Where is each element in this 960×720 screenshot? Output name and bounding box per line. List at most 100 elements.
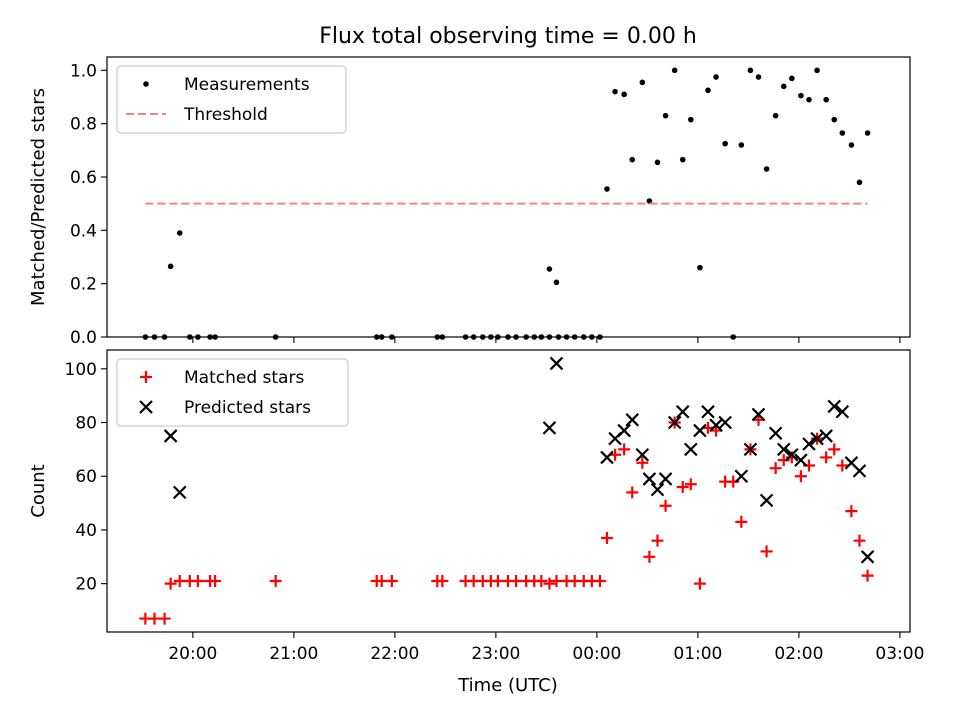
y-axis-label: Count — [28, 464, 49, 517]
y-tick-label: 0.0 — [70, 328, 97, 348]
data-point — [697, 264, 703, 271]
data-point — [860, 550, 875, 564]
data-point — [593, 574, 606, 587]
data-point — [675, 404, 690, 419]
data-point — [163, 429, 178, 443]
plot-area — [139, 356, 875, 625]
data-point — [836, 459, 849, 472]
x-tick-label: 00:00 — [572, 644, 621, 664]
data-point — [763, 166, 770, 172]
data-point — [852, 464, 867, 478]
data-point — [148, 612, 161, 625]
data-point — [776, 442, 791, 457]
bottom-panel: 20 40 60 80 100 20:00 21:00 22:00 23:00 00:00 01:0… — [28, 349, 924, 664]
data-point — [546, 334, 553, 340]
data-point — [827, 399, 842, 414]
data-point — [629, 156, 636, 163]
data-point — [535, 574, 548, 587]
data-point — [823, 96, 829, 103]
data-point — [597, 334, 603, 340]
y-tick-label: 0.8 — [70, 115, 97, 135]
data-point — [853, 534, 866, 547]
data-point — [785, 447, 799, 462]
data-point — [549, 356, 564, 371]
data-point — [722, 140, 728, 147]
legend-box — [116, 358, 349, 427]
data-point — [831, 116, 838, 123]
data-point — [523, 334, 529, 340]
data-point — [142, 334, 149, 340]
data-point — [654, 159, 661, 166]
data-point — [555, 334, 562, 340]
x-tick-label: 23:00 — [471, 644, 520, 664]
legend-swatch — [140, 371, 152, 383]
data-point — [510, 574, 523, 587]
series-matched-stars — [139, 413, 874, 625]
x-tick-label: 22:00 — [370, 644, 419, 664]
data-point — [802, 437, 816, 451]
data-point — [709, 418, 723, 432]
x-tick-label: 01:00 — [673, 644, 722, 664]
data-point — [864, 130, 871, 136]
data-point — [207, 334, 213, 340]
data-point — [625, 413, 640, 427]
data-point — [626, 486, 639, 499]
data-point — [835, 404, 850, 419]
data-point — [693, 423, 707, 438]
data-point — [646, 198, 653, 204]
data-point — [828, 443, 841, 456]
data-point — [373, 334, 380, 340]
data-point — [734, 469, 749, 484]
data-point — [760, 545, 773, 558]
data-point — [676, 480, 689, 493]
data-point — [375, 574, 388, 587]
data-point — [550, 574, 563, 587]
legend-label: Threshold — [183, 105, 268, 125]
data-point — [861, 569, 874, 582]
data-point — [651, 534, 664, 547]
data-point — [479, 334, 486, 340]
data-point — [612, 88, 618, 95]
data-point — [798, 92, 804, 99]
series-predicted-stars — [163, 356, 875, 564]
data-point — [684, 442, 698, 457]
data-point — [491, 574, 504, 587]
data-point — [747, 67, 754, 74]
data-point — [671, 67, 678, 74]
data-point — [755, 74, 762, 80]
y-tick-label: 60 — [75, 467, 97, 487]
axes-frame — [106, 349, 911, 633]
data-point — [495, 334, 501, 340]
data-point — [389, 334, 395, 340]
data-point — [701, 404, 715, 419]
data-point — [693, 577, 706, 590]
data-point — [643, 550, 656, 563]
data-point — [439, 334, 446, 340]
data-point — [505, 334, 511, 340]
data-point — [470, 334, 477, 340]
data-point — [571, 334, 578, 340]
data-point — [751, 407, 766, 422]
data-point — [158, 612, 171, 625]
data-point — [436, 574, 449, 587]
data-point — [538, 334, 545, 340]
data-point — [856, 179, 863, 186]
y-axis-label: Matched/Predicted stars — [28, 88, 49, 306]
data-point — [385, 574, 398, 587]
top-panel: 0.0 0.2 0.4 0.6 0.8 1.0 Matched/Predicted star… — [28, 56, 911, 348]
data-point — [848, 142, 855, 148]
data-point — [662, 112, 669, 119]
data-point — [688, 116, 694, 123]
data-point — [151, 334, 158, 340]
data-point — [794, 470, 807, 483]
legend-box — [116, 65, 347, 134]
data-point — [635, 447, 650, 462]
x-tick-label: 03:00 — [875, 644, 924, 664]
y-tick-label: 0.6 — [70, 168, 97, 188]
y-tick-label: 80 — [75, 414, 97, 434]
data-point — [488, 334, 494, 340]
data-point — [735, 515, 748, 528]
data-point — [713, 74, 719, 80]
data-point — [604, 186, 610, 192]
data-point — [772, 112, 779, 119]
